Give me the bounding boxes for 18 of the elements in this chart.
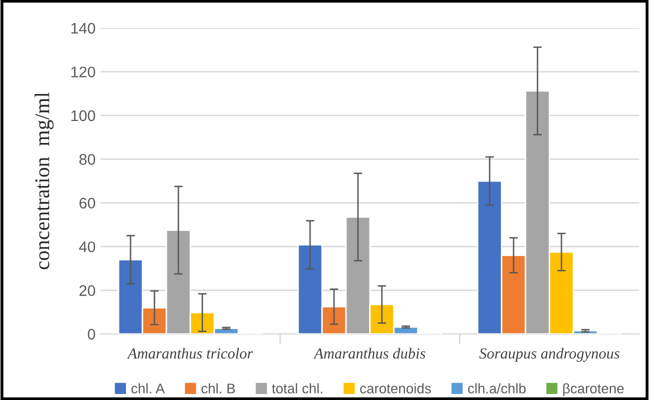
y-tick-label: 80 (79, 154, 96, 165)
y-tick-label: 40 (79, 241, 96, 252)
legend-label: chl. A (131, 383, 165, 394)
legend-label: carotenoids (360, 383, 431, 394)
x-tick-label: Soraupus androgynous (479, 348, 620, 362)
y-tick-label: 20 (80, 285, 96, 296)
y-tick-label: 120 (71, 66, 96, 78)
legend-label: clh.a/chlb (468, 383, 526, 394)
legend-label: βcarotene (563, 383, 624, 396)
y-tick-label: 140 (71, 22, 96, 34)
legend-label: chl. B (202, 383, 235, 394)
y-tick-label: 100 (71, 110, 96, 122)
x-tick-label: Amaranthus tricolor (126, 348, 254, 359)
y-tick-label: 60 (80, 198, 96, 209)
y-tick-label: 0 (88, 328, 96, 340)
x-tick-label: Amaranthus dubis (313, 348, 426, 359)
y-axis-title: concentration mg/ml (34, 92, 54, 270)
legend-label: total chl. (272, 383, 322, 394)
